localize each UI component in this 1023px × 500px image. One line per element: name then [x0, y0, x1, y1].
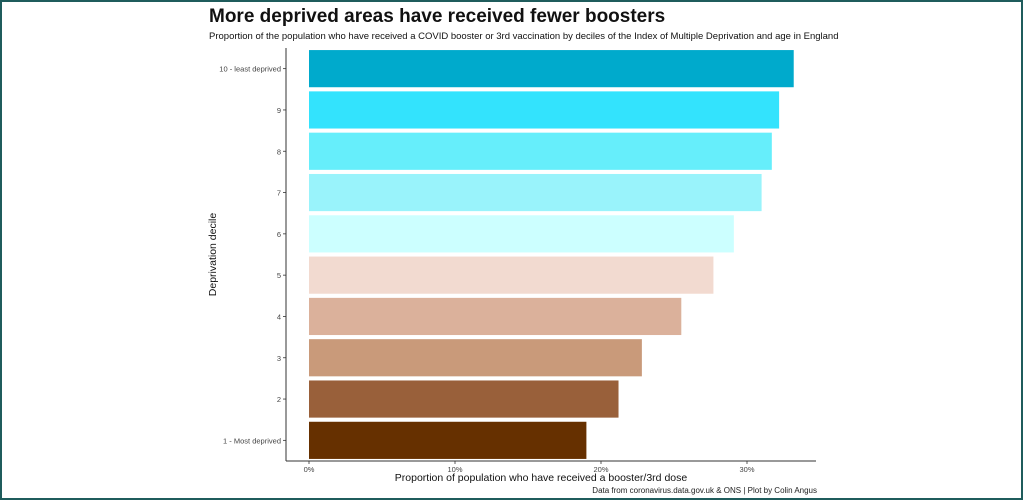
y-tick-label: 9	[277, 106, 281, 115]
bar-decile-5	[309, 256, 714, 294]
bar-decile-1	[309, 421, 587, 459]
bars-group	[309, 50, 794, 459]
y-tick-label: 10 - least deprived	[219, 65, 281, 74]
y-tick-label: 1 - Most deprived	[223, 436, 281, 445]
x-tick-label: 0%	[304, 465, 315, 474]
y-tick-label: 7	[277, 189, 281, 198]
y-axis-label: Deprivation decile	[207, 213, 219, 297]
x-tick-label: 20%	[593, 465, 608, 474]
bar-decile-2	[309, 380, 619, 418]
bar-decile-3	[309, 339, 642, 377]
y-tick-labels: 1 - Most deprived 2 3 4 5 6 7 8 9 10 - least depr…	[219, 65, 286, 445]
bar-decile-7	[309, 173, 762, 212]
bar-decile-8	[309, 132, 772, 170]
y-tick-label: 6	[277, 230, 281, 239]
bar-decile-10	[309, 50, 794, 88]
bar-decile-4	[309, 297, 682, 336]
y-tick-label: 4	[277, 312, 281, 321]
y-tick-label: 3	[277, 354, 281, 363]
x-axis-label: Proportion of population who have receiv…	[395, 472, 688, 484]
y-tick-label: 2	[277, 395, 281, 404]
y-tick-label: 5	[277, 271, 281, 280]
chart-title: More deprived areas have received fewer …	[209, 6, 666, 27]
chart-subtitle: Proportion of the population who have re…	[209, 31, 839, 42]
y-tick-label: 8	[277, 147, 281, 156]
chart-caption: Data from coronavirus.data.gov.uk & ONS …	[592, 486, 817, 495]
bar-decile-6	[309, 215, 734, 253]
x-tick-label: 10%	[447, 465, 462, 474]
bar-decile-9	[309, 91, 780, 129]
x-tick-label: 30%	[739, 465, 754, 474]
